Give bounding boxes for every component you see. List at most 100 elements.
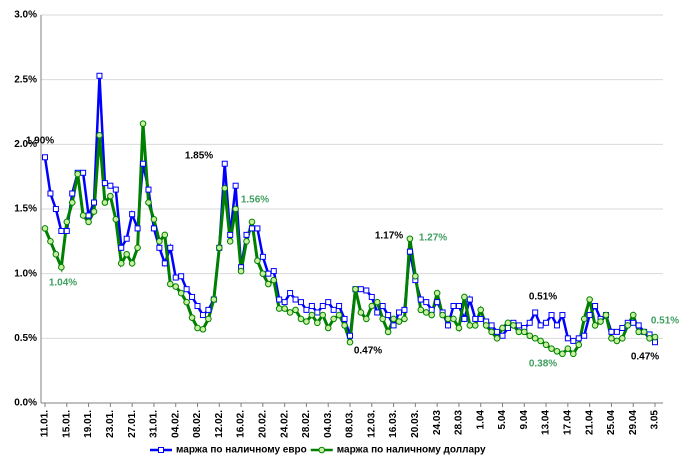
marker	[178, 273, 185, 280]
marker	[613, 337, 621, 345]
annotation: 1.56%	[241, 195, 269, 206]
annotation: 1.04%	[49, 278, 77, 289]
marker	[232, 205, 239, 213]
marker	[439, 311, 446, 319]
marker	[428, 311, 435, 319]
marker	[368, 293, 375, 300]
annotation: 1.85%	[185, 151, 213, 162]
x-tick-label: 11.01.	[40, 410, 51, 437]
marker	[112, 186, 119, 193]
marker	[652, 339, 658, 346]
marker	[248, 218, 256, 226]
x-tick-label: 12.02.	[214, 410, 225, 438]
legend-marker	[158, 447, 164, 453]
marker	[559, 350, 566, 358]
marker	[373, 298, 381, 306]
x-tick-label: 20.02.	[257, 410, 268, 438]
marker	[156, 244, 163, 251]
marker	[254, 225, 261, 232]
marker	[117, 260, 125, 267]
x-tick-label: 3.05	[650, 410, 661, 430]
marker	[368, 302, 376, 310]
marker	[363, 315, 370, 323]
marker	[341, 315, 348, 322]
marker	[177, 289, 185, 297]
marker	[205, 315, 212, 323]
marker	[167, 244, 174, 251]
marker	[401, 306, 408, 313]
marker	[303, 306, 310, 313]
marker	[379, 303, 386, 309]
marker	[183, 298, 190, 306]
marker	[335, 311, 343, 319]
marker	[74, 170, 81, 178]
marker	[455, 303, 462, 309]
marker	[586, 296, 593, 303]
marker	[471, 322, 479, 329]
marker	[52, 206, 59, 212]
marker	[461, 293, 468, 301]
marker	[189, 293, 196, 300]
marker	[526, 319, 533, 326]
marker	[303, 318, 310, 325]
marker	[526, 332, 534, 340]
marker	[308, 303, 315, 309]
y-tick-label: 2.0%	[14, 139, 37, 150]
marker	[188, 314, 196, 321]
marker	[243, 238, 250, 245]
marker	[232, 182, 239, 189]
marker	[330, 315, 337, 323]
marker	[385, 312, 392, 319]
marker	[433, 289, 441, 297]
marker	[101, 199, 109, 206]
marker	[494, 328, 501, 335]
marker	[270, 268, 277, 275]
marker	[630, 319, 637, 326]
marker	[591, 322, 599, 329]
marker	[461, 315, 468, 322]
marker	[215, 244, 223, 252]
marker	[336, 303, 343, 309]
marker	[537, 337, 544, 345]
marker	[510, 322, 517, 329]
marker	[47, 190, 54, 197]
marker	[297, 299, 304, 306]
marker	[450, 303, 457, 309]
marker	[297, 315, 305, 323]
x-tick-label: 16.02.	[236, 410, 247, 438]
marker	[314, 319, 321, 327]
marker	[325, 299, 332, 306]
marker	[145, 199, 152, 206]
marker	[194, 303, 201, 309]
marker	[140, 160, 147, 167]
marker	[537, 322, 544, 329]
marker	[450, 315, 457, 323]
x-tick-label: 5.04	[497, 410, 508, 430]
y-tick-label: 0.5%	[14, 333, 37, 344]
marker	[134, 244, 141, 252]
x-tick-label: 20.03.	[410, 410, 421, 438]
x-tick-label: 16.03.	[388, 410, 399, 438]
marker	[145, 186, 152, 193]
marker	[265, 280, 272, 288]
marker	[254, 257, 261, 265]
marker	[58, 227, 65, 234]
marker	[504, 319, 512, 327]
legend-label: маржа по наличному евро	[176, 445, 307, 456]
marker	[581, 332, 588, 339]
marker	[85, 212, 92, 219]
marker	[47, 238, 54, 245]
marker	[357, 309, 365, 316]
marker	[477, 306, 485, 314]
marker	[532, 309, 539, 316]
marker	[488, 322, 495, 329]
x-tick-label: 08.03.	[345, 410, 356, 438]
x-tick-label: 9.04	[519, 410, 530, 430]
marker	[226, 238, 234, 245]
x-tick-label: 23.01.	[105, 410, 116, 438]
marker	[613, 328, 620, 335]
y-tick-label: 2.5%	[14, 74, 37, 85]
marker	[128, 260, 136, 267]
marker	[580, 315, 588, 323]
marker	[390, 322, 397, 329]
